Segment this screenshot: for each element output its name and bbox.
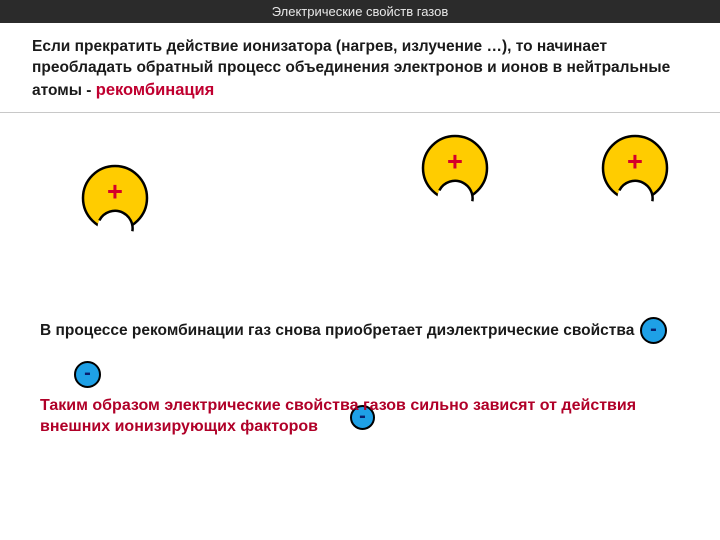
svg-text:+: + <box>627 145 643 176</box>
header-title: Электрические свойств газов <box>272 4 449 19</box>
positive-ion: + <box>420 133 490 203</box>
positive-ion: + <box>600 133 670 203</box>
header-bar: Электрические свойств газов <box>0 0 720 23</box>
minus-sign: - <box>84 363 91 383</box>
mid-text-content: В процессе рекомбинации газ снова приобр… <box>40 322 634 339</box>
mid-text: В процессе рекомбинации газ снова приобр… <box>40 321 680 341</box>
svg-text:+: + <box>447 145 463 176</box>
conclusion-text: Таким образом электрические свойства газ… <box>40 395 680 438</box>
svg-text:+: + <box>107 175 123 206</box>
intro-paragraph: Если прекратить действие ионизатора (наг… <box>32 37 698 102</box>
positive-ion: + <box>80 163 150 233</box>
intro-keyword: рекомбинация <box>96 81 215 99</box>
electron: - <box>74 361 101 388</box>
diagram-area: + + + - - - В процессе реком <box>0 113 720 483</box>
conclusion-content: Таким образом электрические свойства газ… <box>40 397 636 436</box>
